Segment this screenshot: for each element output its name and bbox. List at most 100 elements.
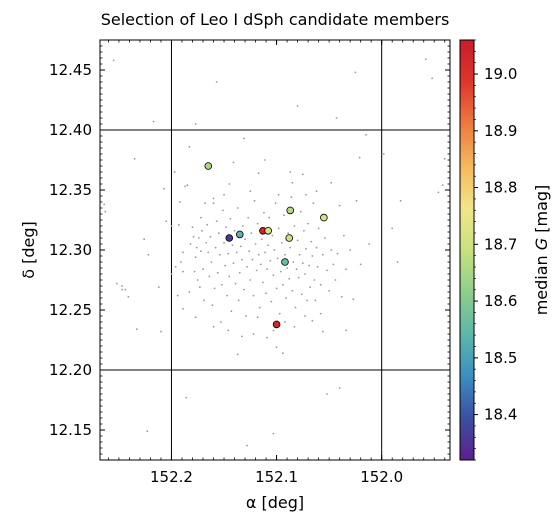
background-point <box>254 243 257 245</box>
background-point <box>345 329 347 332</box>
background-point <box>213 287 216 290</box>
background-point <box>332 263 335 266</box>
background-point <box>288 277 291 280</box>
y-tick-label: 12.40 <box>49 121 92 139</box>
background-point <box>192 235 195 238</box>
member-point <box>286 206 295 215</box>
background-point <box>244 238 246 241</box>
background-point <box>135 328 138 331</box>
background-point <box>265 292 267 295</box>
background-point <box>193 270 196 273</box>
y-tick-label: 12.15 <box>49 421 92 439</box>
background-point <box>255 269 258 272</box>
background-point <box>281 352 284 355</box>
colorbar: 18.4 18.5 18.6 18.7 18.8 18.9 19.0 median G [m… <box>459 39 551 461</box>
x-tick-label: 152.1 <box>255 468 298 486</box>
background-point <box>437 191 440 194</box>
background-point <box>284 321 286 323</box>
background-point <box>170 225 173 227</box>
background-point <box>319 312 322 315</box>
background-point <box>245 315 247 317</box>
background-point <box>225 226 228 229</box>
colorbar-ticks: 18.4 18.5 18.6 18.7 18.8 18.9 19.0 <box>474 39 517 461</box>
background-point <box>201 229 203 232</box>
background-point <box>257 253 260 256</box>
background-point <box>252 294 255 297</box>
background-point <box>399 199 402 202</box>
background-point <box>266 336 269 339</box>
background-point <box>275 287 278 290</box>
background-point <box>267 244 270 247</box>
background-point <box>223 193 225 196</box>
background-point <box>314 299 317 302</box>
plot-area: 152.2 152.1 152.0 12.15 12.20 12.25 12.30 12.3… <box>49 39 451 486</box>
background-point <box>243 137 245 140</box>
background-point <box>269 259 272 262</box>
background-point <box>277 193 280 196</box>
background-point <box>274 202 277 205</box>
background-point <box>338 387 341 389</box>
background-point <box>317 227 320 230</box>
background-point <box>330 181 333 184</box>
background-point <box>289 171 292 173</box>
background-point <box>273 249 276 251</box>
background-point <box>194 123 197 125</box>
background-point <box>253 199 256 202</box>
background-point <box>315 246 318 249</box>
background-point <box>287 232 290 235</box>
background-point <box>227 329 230 332</box>
background-point <box>194 256 197 259</box>
member-point <box>235 230 244 239</box>
background-point <box>180 261 182 263</box>
background-point <box>133 157 136 160</box>
background-point <box>226 294 229 297</box>
background-point <box>280 241 283 244</box>
background-point <box>222 209 224 212</box>
background-point <box>272 274 275 277</box>
background-point <box>230 310 233 313</box>
background-point <box>305 247 307 250</box>
background-point <box>286 267 288 269</box>
background-point <box>259 263 262 266</box>
background-point <box>330 249 333 251</box>
background-point <box>240 258 243 261</box>
background-point <box>239 245 242 248</box>
background-point <box>163 187 166 190</box>
y-tick-label: 12.25 <box>49 301 92 319</box>
background-point <box>246 265 249 268</box>
background-point <box>205 241 208 244</box>
background-point <box>391 227 394 230</box>
background-point <box>251 258 254 261</box>
background-point <box>121 288 123 291</box>
background-point <box>311 319 314 322</box>
background-point <box>174 265 177 268</box>
background-point <box>242 225 244 227</box>
background-point <box>184 185 187 188</box>
background-point <box>316 265 319 268</box>
background-point <box>275 346 278 349</box>
background-point <box>165 220 168 223</box>
background-point <box>257 172 260 175</box>
background-point <box>281 283 284 286</box>
background-point <box>173 171 176 173</box>
background-point <box>250 232 253 235</box>
background-point <box>256 316 259 319</box>
background-point <box>299 210 302 213</box>
colorbar-tick-label: 18.5 <box>484 349 517 367</box>
background-point <box>182 307 184 310</box>
background-point <box>324 237 326 239</box>
background-point <box>198 286 201 289</box>
background-point <box>124 288 127 291</box>
y-tick-label: 12.45 <box>49 61 92 79</box>
background-point <box>203 299 205 302</box>
background-point <box>104 210 107 213</box>
background-point <box>215 81 218 83</box>
background-point <box>194 316 197 319</box>
background-point <box>300 293 303 296</box>
background-point <box>170 273 173 275</box>
background-point <box>189 243 192 245</box>
member-point <box>281 258 289 266</box>
background-point <box>264 159 266 161</box>
background-point <box>305 193 307 196</box>
